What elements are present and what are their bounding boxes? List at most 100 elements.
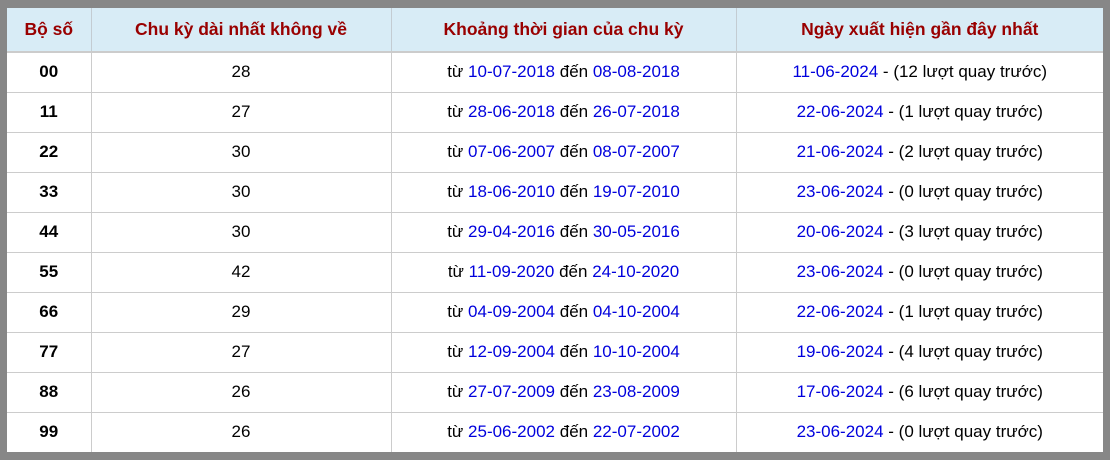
last-appearance-date-link[interactable]: 22-06-2024 <box>796 302 884 321</box>
cycle-start-date-link[interactable]: 12-09-2004 <box>468 342 555 361</box>
cycle-end-date-link[interactable]: 04-10-2004 <box>592 302 680 321</box>
cycle-end-date-link[interactable]: 10-10-2004 <box>592 342 680 361</box>
cycle-length: 42 <box>231 262 251 281</box>
cycle-length-cell: 42 <box>90 251 392 293</box>
cycle-range-cell: từ 04-09-2004 đến 04-10-2004 <box>390 291 737 333</box>
cycle-start-date-link[interactable]: 27-07-2009 <box>468 382 555 401</box>
to-label: đến <box>559 342 589 361</box>
cycle-start-date-link[interactable]: 07-06-2007 <box>468 142 555 161</box>
cycle-start-date-link[interactable]: 28-06-2018 <box>468 102 555 121</box>
cycle-range-cell: từ 12-09-2004 đến 10-10-2004 <box>390 331 737 373</box>
table-row: 44 30 từ 29-04-2016 đến 30-05-2016 20-06… <box>7 211 1103 253</box>
draws-ago-note: (0 lượt quay trước) <box>898 422 1043 442</box>
cycle-length-cell: 26 <box>90 371 392 413</box>
to-label: đến <box>559 302 589 321</box>
table-row: 99 26 từ 25-06-2002 đến 22-07-2002 23-06… <box>7 411 1103 452</box>
to-label: đến <box>559 262 588 281</box>
last-appearance-date-link[interactable]: 17-06-2024 <box>796 382 884 401</box>
last-appearance-cell: 23-06-2024 - (0 lượt quay trước) <box>735 251 1103 293</box>
header-row: Bộ số Chu kỳ dài nhất không về Khoảng th… <box>7 8 1103 53</box>
last-appearance-date-link[interactable]: 20-06-2024 <box>796 222 884 241</box>
cycle-length-cell: 30 <box>90 211 392 253</box>
last-appearance-cell: 17-06-2024 - (6 lượt quay trước) <box>735 371 1103 413</box>
to-label: đến <box>559 222 589 241</box>
cycle-start-date-link[interactable]: 04-09-2004 <box>468 302 555 321</box>
last-appearance-date-link[interactable]: 23-06-2024 <box>796 182 884 201</box>
header-pair: Bộ số <box>7 8 92 53</box>
last-appearance-date-link[interactable]: 19-06-2024 <box>796 342 884 361</box>
from-label: từ <box>447 222 464 241</box>
cycle-length: 27 <box>231 342 251 361</box>
header-last-appearance: Ngày xuất hiện gần đây nhất <box>736 8 1103 53</box>
header-cycle-range: Khoảng thời gian của chu kỳ <box>391 8 737 53</box>
pair-number: 33 <box>39 182 59 201</box>
draws-ago-note: (1 lượt quay trước) <box>898 302 1043 321</box>
dash-separator: - <box>888 102 894 121</box>
cycle-range-cell: từ 28-06-2018 đến 26-07-2018 <box>390 91 737 133</box>
last-appearance-date-link[interactable]: 21-06-2024 <box>796 142 884 161</box>
table-row: 66 29 từ 04-09-2004 đến 04-10-2004 22-06… <box>7 291 1103 333</box>
last-appearance-cell: 22-06-2024 - (1 lượt quay trước) <box>735 91 1103 133</box>
pair-number: 88 <box>39 382 59 401</box>
last-appearance-date-link[interactable]: 23-06-2024 <box>796 262 884 281</box>
cycle-length-cell: 30 <box>90 131 392 173</box>
dash-separator: - <box>888 142 894 161</box>
pair-cell: 11 <box>7 91 92 133</box>
cycle-length: 27 <box>231 102 251 121</box>
last-appearance-cell: 22-06-2024 - (1 lượt quay trước) <box>735 291 1103 333</box>
cycle-range-cell: từ 11-09-2020 đến 24-10-2020 <box>390 251 737 293</box>
cycle-end-date-link[interactable]: 30-05-2016 <box>592 222 680 241</box>
table-row: 88 26 từ 27-07-2009 đến 23-08-2009 17-06… <box>7 371 1103 413</box>
dash-separator: - <box>888 182 894 201</box>
pair-cell: 55 <box>7 251 92 293</box>
cycle-end-date-link[interactable]: 19-07-2010 <box>592 182 680 201</box>
to-label: đến <box>559 142 589 161</box>
cycle-range-cell: từ 10-07-2018 đến 08-08-2018 <box>390 51 737 93</box>
cycle-range-cell: từ 29-04-2016 đến 30-05-2016 <box>390 211 737 253</box>
cycle-end-date-link[interactable]: 08-07-2007 <box>592 142 680 161</box>
from-label: từ <box>447 262 464 281</box>
from-label: từ <box>447 62 464 82</box>
cycle-range-cell: từ 18-06-2010 đến 19-07-2010 <box>390 171 737 213</box>
cycle-start-date-link[interactable]: 29-04-2016 <box>468 222 555 241</box>
last-appearance-date-link[interactable]: 11-06-2024 <box>792 62 879 82</box>
pair-cell: 77 <box>7 331 92 373</box>
dash-separator: - <box>888 422 894 442</box>
cycle-start-date-link[interactable]: 25-06-2002 <box>468 422 555 442</box>
dash-separator: - <box>882 62 889 82</box>
cycle-start-date-link[interactable]: 10-07-2018 <box>468 62 555 82</box>
cycle-end-date-link[interactable]: 26-07-2018 <box>592 102 680 121</box>
cycle-length-cell: 28 <box>90 51 392 93</box>
table-row: 33 30 từ 18-06-2010 đến 19-07-2010 23-06… <box>7 171 1103 213</box>
last-appearance-cell: 21-06-2024 - (2 lượt quay trước) <box>735 131 1103 173</box>
table-row: 11 27 từ 28-06-2018 đến 26-07-2018 22-06… <box>7 91 1103 133</box>
cycle-end-date-link[interactable]: 23-08-2009 <box>592 382 680 401</box>
loto-cycle-table: Bộ số Chu kỳ dài nhất không về Khoảng th… <box>7 8 1103 452</box>
pair-number: 11 <box>39 102 58 121</box>
cycle-start-date-link[interactable]: 18-06-2010 <box>468 182 555 201</box>
cycle-length: 29 <box>231 302 251 321</box>
cycle-end-date-link[interactable]: 24-10-2020 <box>592 262 680 281</box>
cycle-end-date-link[interactable]: 08-08-2018 <box>592 62 680 82</box>
dash-separator: - <box>888 302 894 321</box>
dash-separator: - <box>888 222 894 241</box>
pair-cell: 22 <box>7 131 92 173</box>
pair-cell: 99 <box>7 411 92 452</box>
dash-separator: - <box>888 262 894 281</box>
table-row: 55 42 từ 11-09-2020 đến 24-10-2020 23-06… <box>7 251 1103 293</box>
cycle-length: 30 <box>231 222 251 241</box>
cycle-end-date-link[interactable]: 22-07-2002 <box>592 422 680 442</box>
to-label: đến <box>559 182 589 201</box>
from-label: từ <box>447 142 464 161</box>
last-appearance-date-link[interactable]: 22-06-2024 <box>796 102 884 121</box>
draws-ago-note: (0 lượt quay trước) <box>898 262 1043 281</box>
draws-ago-note: (0 lượt quay trước) <box>898 182 1043 201</box>
pair-number: 66 <box>39 302 59 321</box>
header-longest-cycle: Chu kỳ dài nhất không về <box>91 8 392 53</box>
last-appearance-date-link[interactable]: 23-06-2024 <box>796 422 884 442</box>
draws-ago-note: (3 lượt quay trước) <box>898 222 1043 241</box>
cycle-start-date-link[interactable]: 11-09-2020 <box>468 262 555 281</box>
draws-ago-note: (4 lượt quay trước) <box>898 342 1043 361</box>
from-label: từ <box>447 342 464 361</box>
cycle-length-cell: 27 <box>90 91 392 133</box>
